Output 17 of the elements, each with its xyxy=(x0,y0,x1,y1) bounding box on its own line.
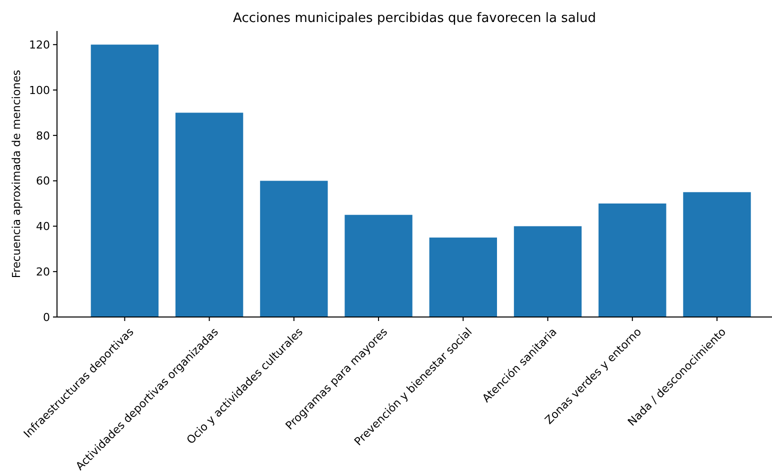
bar xyxy=(344,214,412,317)
y-tick-label: 60 xyxy=(36,174,50,188)
bar xyxy=(260,180,328,317)
y-tick-label: 120 xyxy=(29,38,50,52)
bar xyxy=(429,238,497,317)
bar xyxy=(514,226,582,317)
y-axis-title: Frecuencia aproximada de menciones xyxy=(10,70,23,278)
y-tick-label: 0 xyxy=(43,310,50,324)
bar xyxy=(175,112,244,317)
y-tick-label: 80 xyxy=(36,129,50,142)
y-tick-label: 40 xyxy=(36,220,50,234)
y-tick-label: 20 xyxy=(36,265,50,278)
bar xyxy=(683,192,751,317)
bar xyxy=(598,204,666,317)
chart-title: Acciones municipales percibidas que favorecen la salud xyxy=(233,11,596,26)
y-tick-label: 100 xyxy=(29,84,50,97)
bar xyxy=(90,44,159,317)
